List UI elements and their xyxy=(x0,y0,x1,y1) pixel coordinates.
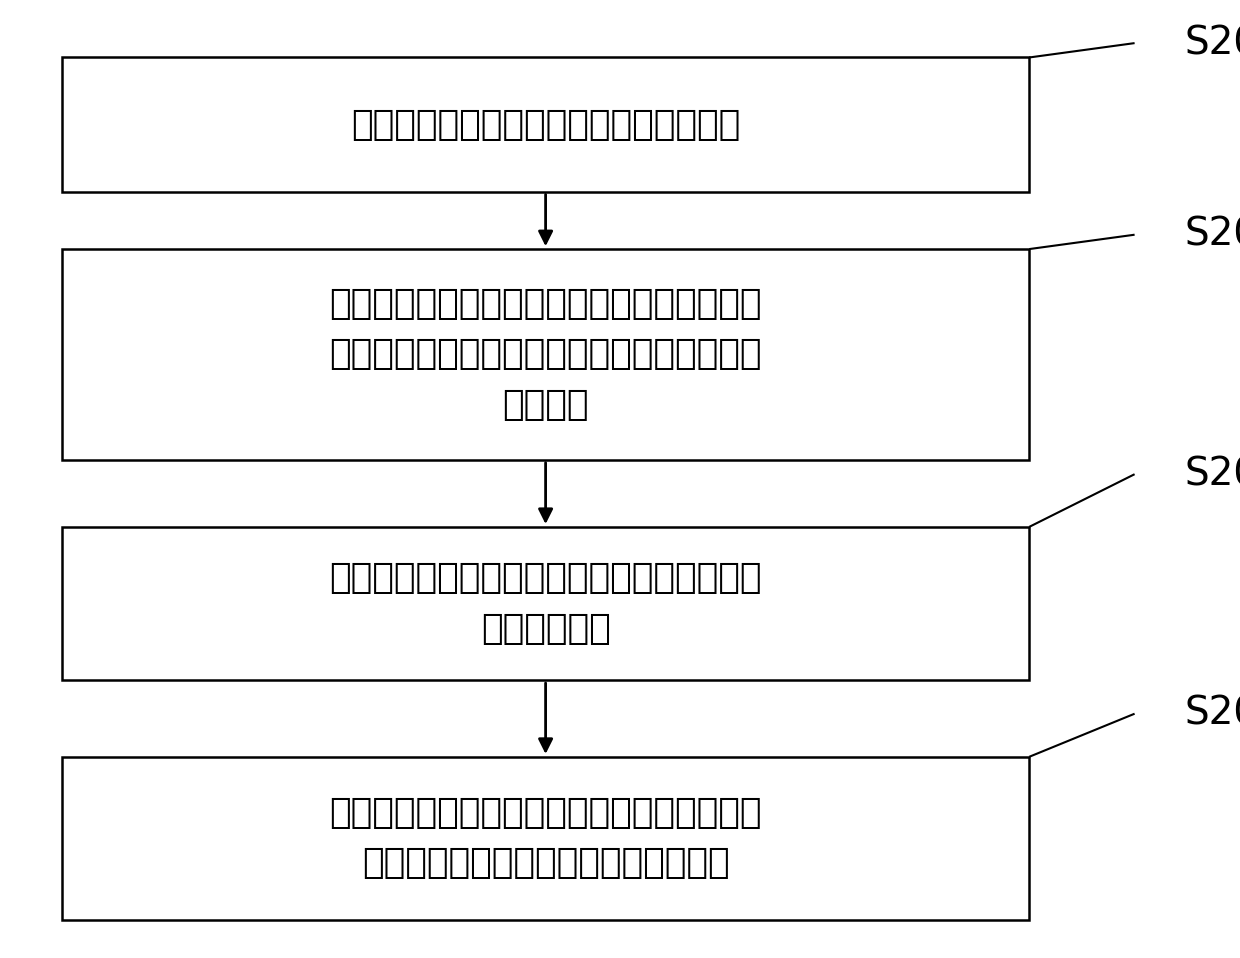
Text: S204: S204 xyxy=(1184,695,1240,733)
Text: 通过该客户端接收该用户的确认指令，保存生
成的空调状态: 通过该客户端接收该用户的确认指令，保存生 成的空调状态 xyxy=(330,561,761,646)
Bar xyxy=(62,249,1029,460)
Text: 当该客户端再次运行时，将该客户端上次退出
时保存的空调状态作为当前的空调状态: 当该客户端再次运行时，将该客户端上次退出 时保存的空调状态作为当前的空调状态 xyxy=(330,796,761,880)
Text: S203: S203 xyxy=(1184,455,1240,493)
Bar xyxy=(62,57,1029,192)
Bar xyxy=(62,757,1029,920)
Text: 获取空调状态设置参数，并根据获取的空调状
态设置参数和预置的空调状态生成规则，生成
空调状态: 获取空调状态设置参数，并根据获取的空调状 态设置参数和预置的空调状态生成规则，生… xyxy=(330,287,761,422)
Text: S202: S202 xyxy=(1184,216,1240,254)
Text: S201: S201 xyxy=(1184,24,1240,62)
Bar xyxy=(62,527,1029,680)
Text: 通过客户端接收用户设置空调状态的指令: 通过客户端接收用户设置空调状态的指令 xyxy=(351,107,740,142)
